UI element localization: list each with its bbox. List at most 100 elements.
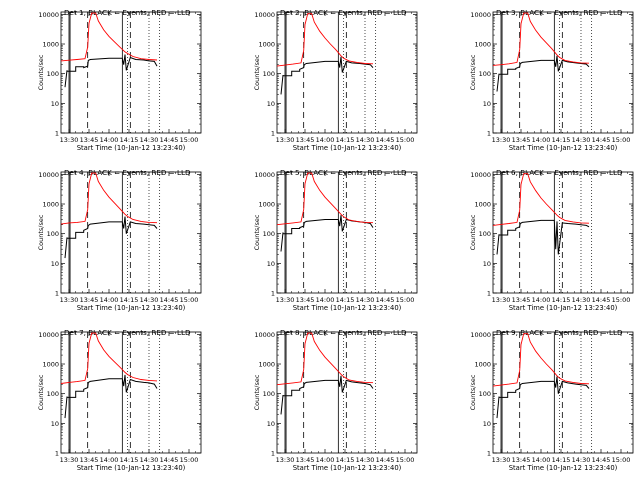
x-tick-label: 14:15: [336, 456, 355, 464]
plot-frame: [276, 331, 418, 454]
y-tick-label: 10000: [38, 11, 59, 19]
plot-area: [277, 332, 377, 453]
y-tick-label: 10000: [254, 331, 275, 339]
lld-series-line: [277, 172, 374, 226]
x-tick-label: 13:45: [512, 456, 531, 464]
y-tick-label: 10000: [254, 11, 275, 19]
lld-series-line: [277, 332, 374, 386]
x-axis-label: Start Time (10-Jan-12 13:23:40): [293, 144, 402, 152]
y-tick-label: 100: [47, 230, 59, 238]
x-tick-label: 14:45: [160, 296, 179, 304]
y-tick-label: 1: [487, 130, 491, 138]
detector-panel-5: Det 5, BLACK = Events, RED = LLD11010010…: [253, 168, 418, 312]
y-tick-label: 1000: [42, 41, 59, 49]
x-tick-label: 14:00: [532, 136, 551, 144]
y-tick-label: 1: [487, 290, 491, 298]
x-tick-label: 13:45: [512, 296, 531, 304]
x-axis-label: Start Time (10-Jan-12 13:23:40): [77, 144, 186, 152]
x-axis-label: Start Time (10-Jan-12 13:23:40): [293, 304, 402, 312]
events-series-line: [496, 55, 590, 92]
lld-series-line: [493, 12, 590, 66]
lld-series-line: [493, 333, 590, 387]
x-tick-label: 14:45: [376, 136, 395, 144]
plot-frame: [60, 171, 202, 294]
x-tick-label: 14:00: [532, 456, 551, 464]
y-tick-label: 100: [479, 230, 491, 238]
x-tick-label: 13:45: [296, 456, 315, 464]
x-tick-label: 14:45: [376, 296, 395, 304]
y-tick-label: 10: [267, 100, 275, 108]
x-tick-label: 13:30: [60, 456, 79, 464]
detector-panel-2: Det 2, BLACK = Events, RED = LLD11010010…: [253, 8, 418, 152]
x-axis-label: Start Time (10-Jan-12 13:23:40): [77, 464, 186, 472]
y-tick-label: 1000: [258, 361, 275, 369]
x-tick-label: 14:30: [356, 136, 375, 144]
x-tick-label: 15:00: [180, 136, 199, 144]
x-tick-label: 14:15: [552, 456, 571, 464]
x-tick-label: 14:15: [120, 456, 139, 464]
x-tick-label: 14:30: [356, 456, 375, 464]
y-axis-label: Counts/sec: [37, 374, 45, 410]
y-tick-label: 100: [263, 70, 275, 78]
lld-series-line: [61, 12, 158, 62]
x-tick-label: 14:00: [532, 296, 551, 304]
y-tick-label: 10000: [470, 171, 491, 179]
y-tick-label: 100: [479, 70, 491, 78]
y-tick-label: 10000: [254, 171, 275, 179]
plot-area: [493, 172, 593, 293]
y-tick-label: 10000: [38, 171, 59, 179]
x-tick-label: 13:30: [492, 456, 511, 464]
x-tick-label: 15:00: [396, 136, 415, 144]
plot-frame: [60, 11, 202, 134]
events-series-line: [280, 375, 374, 415]
x-tick-label: 13:45: [80, 456, 99, 464]
x-tick-label: 13:45: [80, 296, 99, 304]
y-tick-label: 10: [267, 420, 275, 428]
x-tick-label: 15:00: [396, 296, 415, 304]
plot-area: [493, 332, 593, 453]
x-tick-label: 13:45: [80, 136, 99, 144]
plot-area: [277, 12, 377, 133]
x-tick-label: 14:00: [100, 136, 119, 144]
x-tick-label: 14:45: [160, 456, 179, 464]
y-tick-label: 1000: [474, 41, 491, 49]
x-tick-label: 15:00: [396, 456, 415, 464]
events-series-line: [496, 376, 590, 419]
x-tick-label: 13:45: [296, 296, 315, 304]
detector-panel-4: Det 4, BLACK = Events, RED = LLD11010010…: [37, 168, 202, 312]
y-axis-label: Counts/sec: [469, 54, 477, 90]
x-tick-label: 14:30: [572, 296, 591, 304]
lld-series-line: [493, 173, 590, 226]
y-tick-label: 1: [487, 450, 491, 458]
y-tick-label: 10: [51, 100, 59, 108]
x-tick-label: 14:45: [592, 136, 611, 144]
y-tick-label: 10: [483, 100, 491, 108]
y-tick-label: 1000: [474, 201, 491, 209]
x-tick-label: 14:00: [316, 456, 335, 464]
plot-frame: [492, 171, 634, 294]
x-tick-label: 15:00: [612, 456, 631, 464]
y-tick-label: 10: [483, 420, 491, 428]
lld-series-line: [61, 332, 158, 384]
detector-panel-9: Det 9, BLACK = Events, RED = LLD11010010…: [469, 328, 634, 472]
y-tick-label: 1: [271, 130, 275, 138]
x-tick-label: 14:45: [376, 456, 395, 464]
detector-panel-1: Det 1, BLACK = Events, RED = LLD11010010…: [37, 8, 202, 152]
y-tick-label: 10000: [470, 11, 491, 19]
y-tick-label: 1000: [474, 361, 491, 369]
plot-area: [61, 12, 161, 133]
x-tick-label: 13:45: [512, 136, 531, 144]
plot-area: [277, 172, 377, 293]
y-axis-label: Counts/sec: [37, 54, 45, 90]
x-tick-label: 14:00: [100, 456, 119, 464]
plot-frame: [492, 11, 634, 134]
events-series-line: [64, 216, 158, 259]
x-tick-label: 13:30: [276, 136, 295, 144]
y-tick-label: 1: [55, 130, 59, 138]
x-tick-label: 14:15: [336, 136, 355, 144]
lld-series-line: [277, 13, 374, 67]
y-axis-label: Counts/sec: [469, 214, 477, 250]
x-tick-label: 13:30: [492, 136, 511, 144]
y-axis-label: Counts/sec: [253, 374, 261, 410]
y-tick-label: 10: [51, 260, 59, 268]
